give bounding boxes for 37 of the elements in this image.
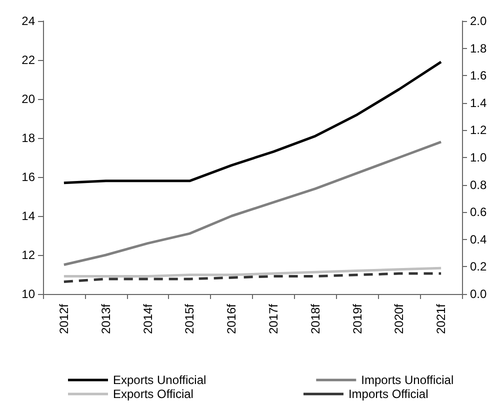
y-tick-label: 12 (22, 248, 36, 262)
line-series (62, 272, 442, 283)
y2-tick-label: 1.0 (470, 150, 488, 164)
legend-label: Exports Unofficial (113, 373, 206, 387)
y2-tick-label: 1.4 (470, 96, 488, 110)
x-tick-label: 2013f (98, 303, 113, 334)
x-tick-label: 2016f (224, 303, 239, 334)
x-tick-label: 2019f (350, 303, 364, 334)
legend-label: Exports Official (113, 387, 194, 401)
y2-tick-label: 1.8 (470, 41, 488, 56)
x-tick-label: 2020f (392, 303, 406, 334)
x-tick-label: 2015f (182, 303, 197, 334)
line-series (62, 266, 442, 278)
x-tick-label: 2012f (56, 303, 71, 334)
y-tick-label: 18 (22, 131, 36, 145)
line-series (62, 60, 442, 184)
y2-tick-label: 0.4 (470, 232, 488, 246)
y2-tick-label: 1.6 (470, 68, 488, 83)
y2-tick-label: 0.6 (470, 205, 488, 220)
y2-tick-label: 1.2 (470, 123, 488, 138)
y-tick-label: 20 (22, 92, 36, 106)
y-tick-label: 10 (22, 287, 36, 301)
line-series (62, 140, 442, 266)
x-tick-label: 2021f (434, 303, 448, 334)
x-tick-label: 2018f (308, 303, 322, 334)
legend-label: Imports Official (348, 387, 428, 401)
y-tick-label: 16 (22, 170, 36, 184)
y2-tick-label: 0.0 (470, 287, 488, 301)
y2-tick-label: 2.0 (470, 14, 488, 28)
legend-label: Imports Unofficial (361, 373, 454, 387)
y-tick-label: 22 (22, 53, 36, 67)
x-tick-label: 2014f (140, 303, 155, 334)
x-tick-label: 2017f (266, 303, 280, 334)
y2-tick-label: 0.8 (470, 178, 488, 192)
y2-tick-label: 0.2 (470, 260, 488, 274)
y-tick-label: 14 (22, 209, 36, 223)
y-tick-label: 24 (22, 14, 36, 28)
